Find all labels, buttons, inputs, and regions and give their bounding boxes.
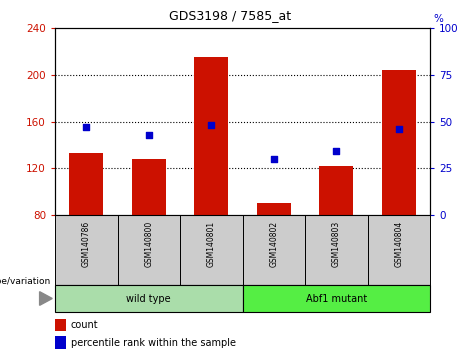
Bar [305,215,367,285]
Bar [131,159,166,215]
Bar [180,215,242,285]
Text: %: % [434,14,443,24]
Bar [382,70,416,215]
Point [395,126,402,132]
Text: wild type: wild type [126,293,171,303]
Bar [242,285,430,312]
Point [83,124,90,130]
Bar [55,337,65,349]
Text: Abf1 mutant: Abf1 mutant [306,293,367,303]
Bar [319,166,354,215]
Text: GSM140786: GSM140786 [82,221,91,267]
Text: GSM140800: GSM140800 [144,221,153,267]
Text: GSM140803: GSM140803 [332,221,341,267]
Text: GDS3198 / 7585_at: GDS3198 / 7585_at [170,9,291,22]
Text: genotype/variation: genotype/variation [0,277,50,286]
Bar [194,57,229,215]
Bar [55,215,118,285]
Bar [55,319,65,331]
Point [332,149,340,154]
Text: GSM140804: GSM140804 [394,221,403,267]
Point [207,122,215,128]
Text: GSM140802: GSM140802 [269,221,278,267]
Polygon shape [40,292,52,305]
Point [270,156,278,162]
Bar [118,215,180,285]
Bar [55,285,242,312]
Bar [242,215,305,285]
Text: GSM140801: GSM140801 [207,221,216,267]
Bar [69,153,103,215]
Bar [367,215,430,285]
Point [145,132,153,137]
Text: count: count [71,320,98,330]
Text: percentile rank within the sample: percentile rank within the sample [71,338,236,348]
Bar [257,203,291,215]
